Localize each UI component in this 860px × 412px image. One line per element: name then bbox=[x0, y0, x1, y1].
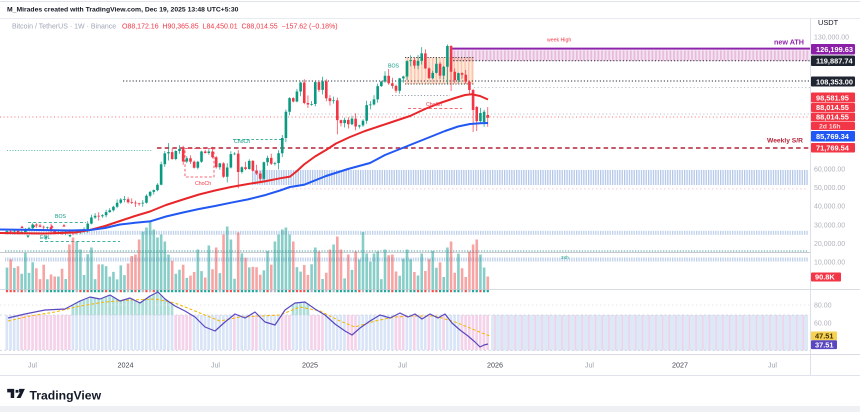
svg-text:34h: 34h bbox=[561, 255, 569, 260]
svg-text:ChoCh: ChoCh bbox=[234, 139, 250, 145]
svg-text:90.8K: 90.8K bbox=[815, 273, 835, 282]
svg-text:126,199.63: 126,199.63 bbox=[816, 45, 853, 54]
svg-text:USDT: USDT bbox=[818, 18, 839, 27]
svg-text:130,000.00: 130,000.00 bbox=[814, 35, 849, 42]
svg-text:Weekly S/R: Weekly S/R bbox=[767, 138, 803, 145]
svg-text:ChoCh: ChoCh bbox=[426, 102, 442, 108]
svg-text:Bitcoin / TetherUS · 1W · Bina: Bitcoin / TetherUS · 1W · Binance bbox=[12, 23, 116, 30]
svg-text:BOS: BOS bbox=[55, 214, 66, 220]
svg-text:2d 16h: 2d 16h bbox=[819, 124, 841, 131]
svg-text:2024: 2024 bbox=[118, 361, 134, 370]
svg-text:M_Mirades created with Trading: M_Mirades created with TradingView.com, … bbox=[7, 7, 239, 14]
svg-text:2026: 2026 bbox=[487, 361, 503, 370]
svg-text:60,000.00: 60,000.00 bbox=[814, 167, 845, 174]
svg-text:ChoCh: ChoCh bbox=[195, 181, 211, 187]
svg-text:88,014.55: 88,014.55 bbox=[816, 103, 849, 112]
svg-text:30,000.00: 30,000.00 bbox=[814, 223, 845, 230]
svg-text:Jul: Jul bbox=[768, 363, 777, 370]
svg-text:2027: 2027 bbox=[672, 361, 688, 370]
svg-text:10,000.00: 10,000.00 bbox=[814, 260, 845, 267]
svg-text:Jul: Jul bbox=[211, 363, 220, 370]
svg-text:71,769.54: 71,769.54 bbox=[816, 144, 850, 153]
svg-text:new ATH: new ATH bbox=[774, 38, 804, 47]
svg-text:98,581.95: 98,581.95 bbox=[816, 93, 849, 102]
svg-text:80.00: 80.00 bbox=[814, 303, 832, 310]
svg-text:O88,172.16 H90,365.85 L84,45: O88,172.16 H90,365.85 L84,450.01 C88,014… bbox=[122, 23, 338, 30]
svg-text:119,887.74: 119,887.74 bbox=[816, 57, 853, 66]
svg-text:Jul: Jul bbox=[28, 363, 37, 370]
svg-text:60.00: 60.00 bbox=[814, 321, 832, 328]
svg-text:20,000.00: 20,000.00 bbox=[814, 241, 845, 248]
svg-text:TradingView: TradingView bbox=[30, 388, 102, 402]
svg-text:Jul: Jul bbox=[398, 363, 407, 370]
svg-text:85,769.34: 85,769.34 bbox=[816, 132, 850, 141]
svg-text:EQL: EQL bbox=[40, 235, 50, 241]
svg-text:BOS: BOS bbox=[388, 64, 399, 70]
svg-text:50,000.00: 50,000.00 bbox=[814, 185, 845, 192]
svg-text:108,353.00: 108,353.00 bbox=[816, 77, 853, 86]
svg-text:week High: week High bbox=[547, 38, 571, 44]
svg-text:47.51: 47.51 bbox=[815, 332, 834, 341]
svg-text:37.51: 37.51 bbox=[815, 340, 834, 349]
svg-text:40,000.00: 40,000.00 bbox=[814, 204, 845, 211]
svg-text:Jul: Jul bbox=[585, 363, 594, 370]
svg-text:2025: 2025 bbox=[302, 361, 318, 370]
svg-text:88,014.55: 88,014.55 bbox=[816, 113, 849, 122]
